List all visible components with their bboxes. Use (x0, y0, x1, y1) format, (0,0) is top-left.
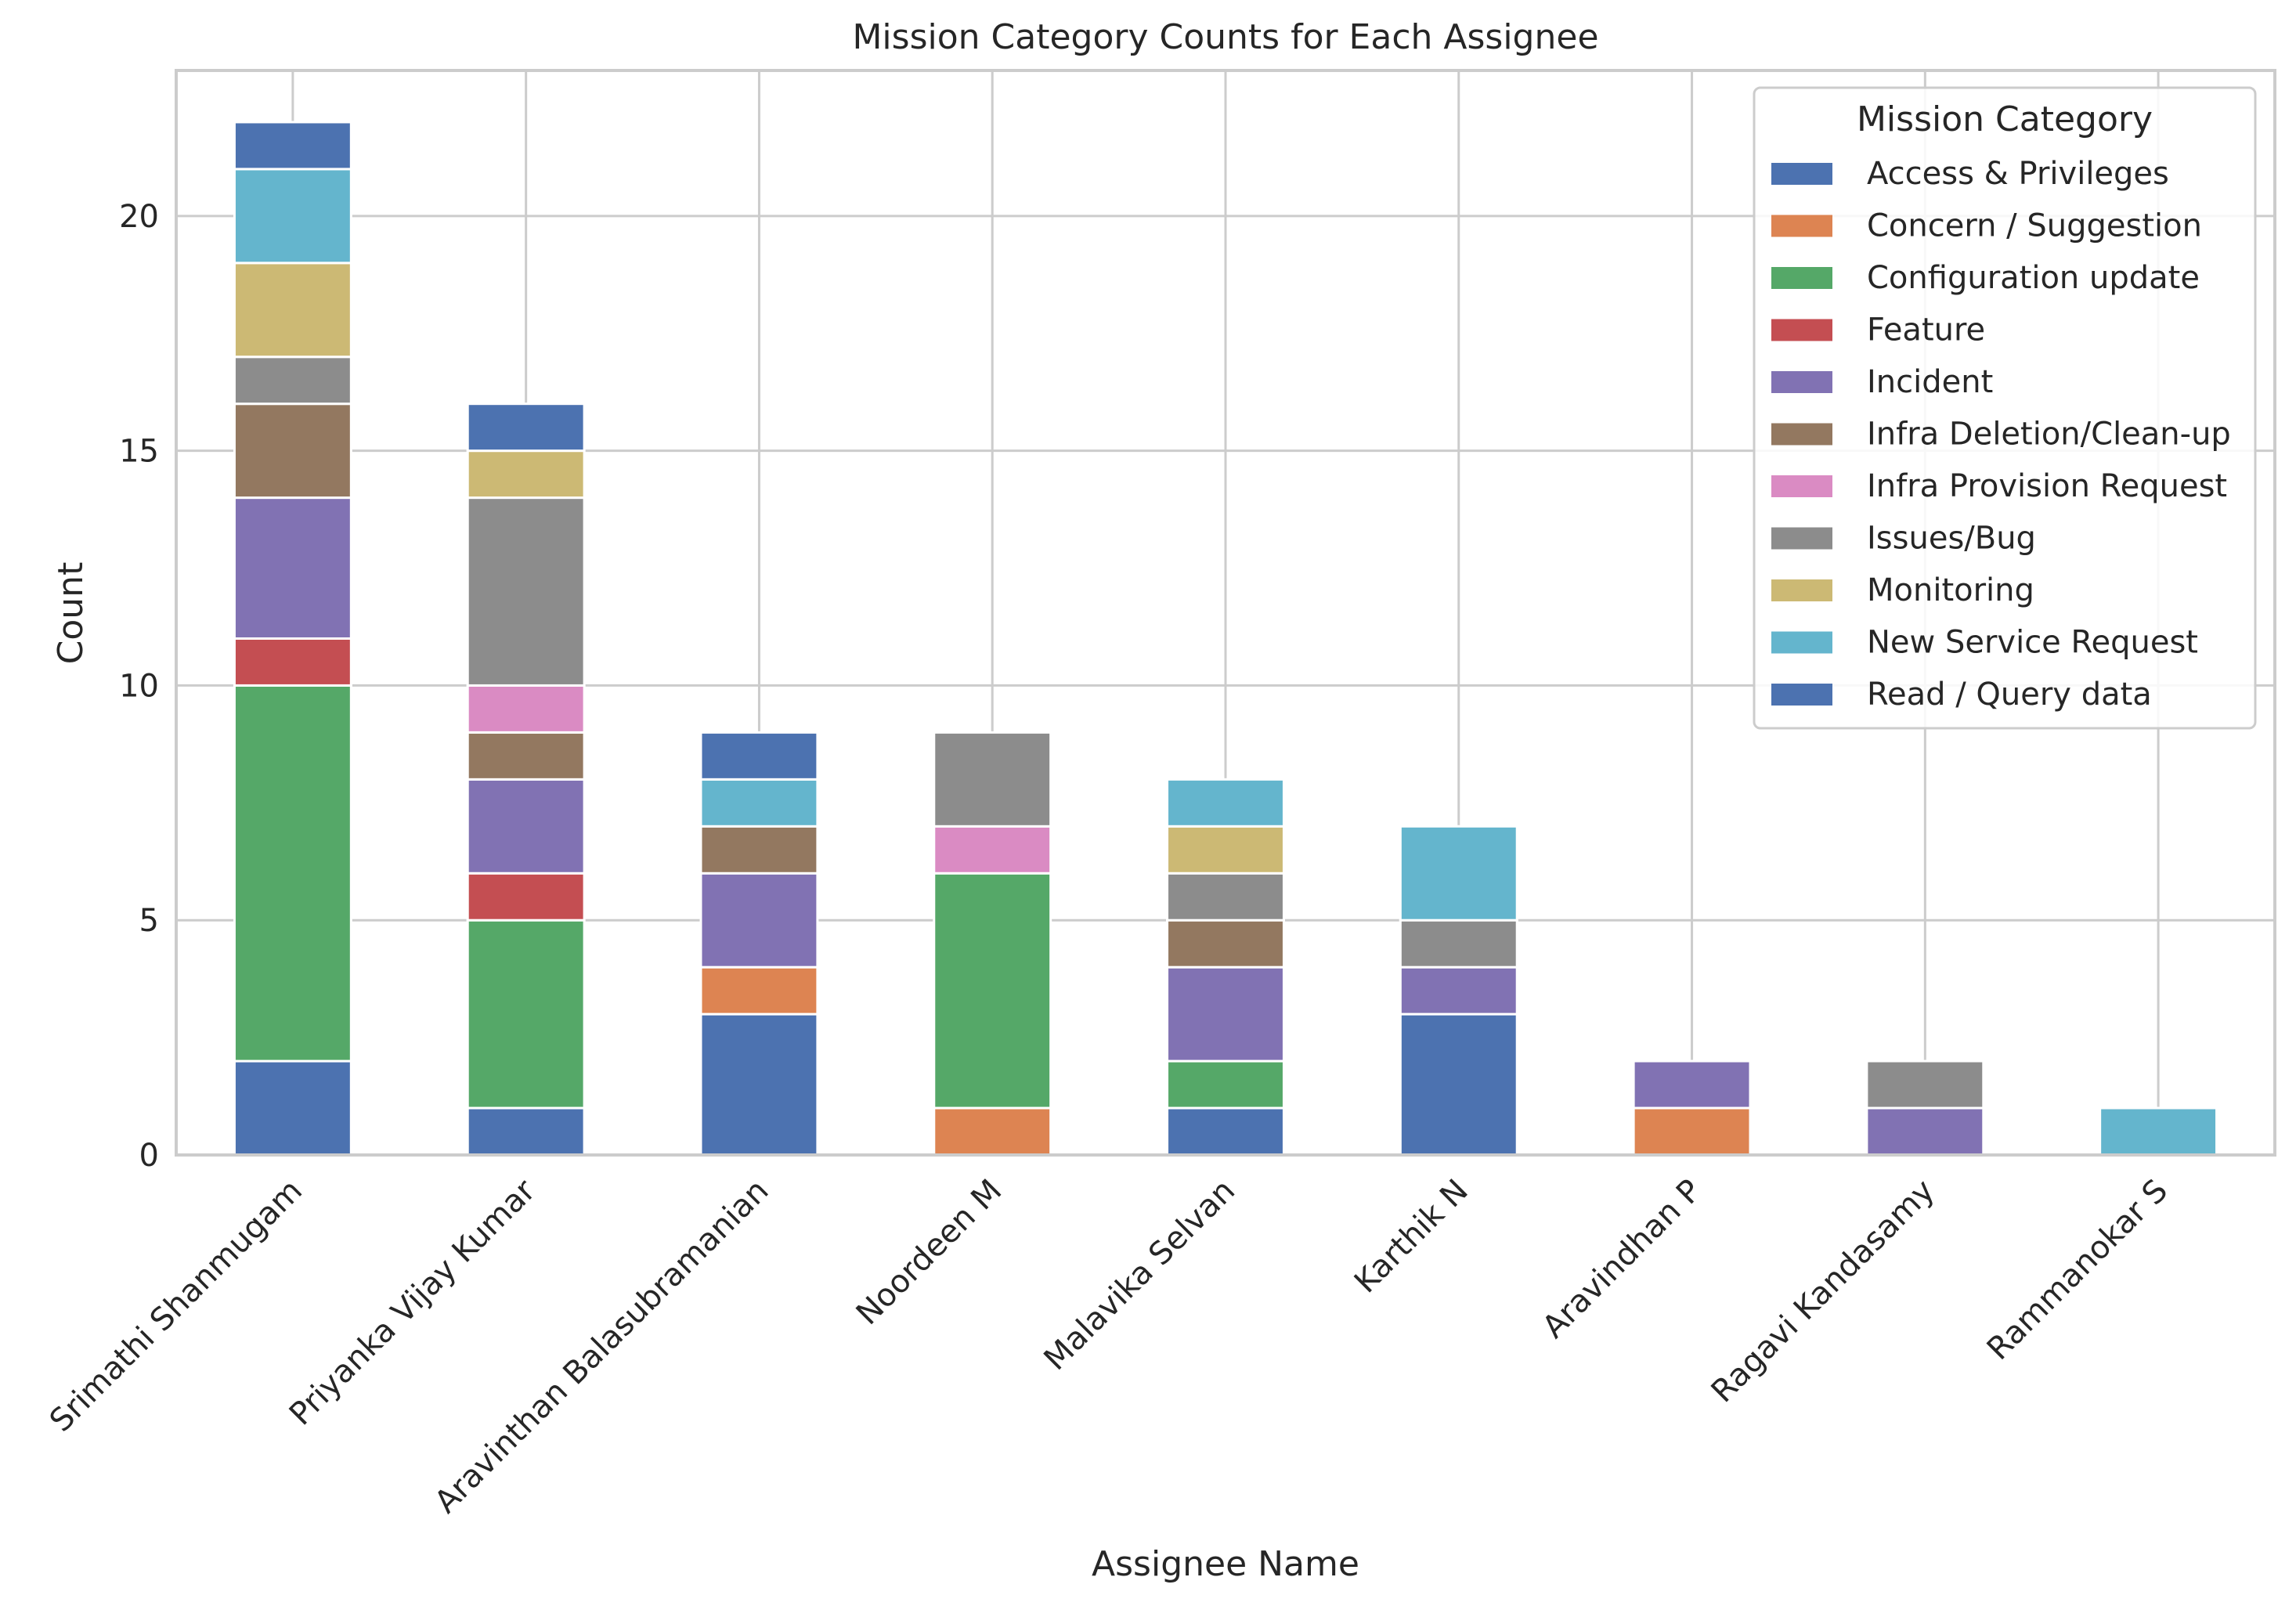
legend-entry: Concern / Suggestion (1867, 208, 2202, 244)
y-tick-label: 0 (139, 1138, 159, 1174)
legend-entry: Configuration update (1867, 260, 2200, 296)
legend-swatch (1771, 371, 1832, 393)
y-axis-ticks: 0 5 10 15 20 (119, 199, 159, 1174)
x-tick-label: Srimathi Shanmugam (43, 1173, 309, 1439)
legend-entry: Incident (1867, 364, 1993, 400)
bar-segment (1166, 1059, 1285, 1110)
legend-entry: Issues/Bug (1867, 521, 2036, 557)
legend-frame (1753, 86, 2257, 730)
bar-segment (233, 637, 352, 687)
bar-segment (233, 355, 352, 406)
bar-segment (1166, 825, 1285, 875)
legend-swatch (1771, 163, 1832, 185)
bar-segment (466, 684, 586, 734)
legend-swatch (1771, 684, 1832, 706)
legend-entry: New Service Request (1867, 625, 2198, 661)
bar-segment (699, 872, 819, 969)
bar-segment (233, 121, 352, 171)
bar-segment (466, 496, 586, 687)
bar-segment (1166, 778, 1285, 828)
bars (233, 121, 2218, 1157)
legend-entry: Monitoring (1867, 572, 2034, 608)
bar-segment (1399, 918, 1518, 969)
bar-segment (466, 872, 586, 922)
bar-segment (1632, 1059, 1752, 1110)
legend-swatch (1771, 579, 1832, 601)
bar-segment (1166, 1106, 1285, 1157)
legend-title: Mission Category (1857, 99, 2153, 139)
x-tick-label: Karthik N (1348, 1173, 1475, 1301)
x-tick-label: Aravindhan P (1536, 1173, 1709, 1346)
y-axis-label: Count (51, 562, 91, 665)
bar-segment (1865, 1059, 1985, 1110)
y-tick-label: 5 (139, 903, 159, 939)
bar-segment (933, 872, 1052, 1110)
bar-segment (1166, 965, 1285, 1063)
bar-segment (1166, 872, 1285, 922)
y-tick-label: 10 (119, 668, 159, 704)
legend-entry: Infra Provision Request (1867, 468, 2227, 504)
x-tick-label: Rammanokar S (1980, 1173, 2175, 1367)
x-tick-label: Noordeen M (850, 1173, 1009, 1333)
plot-area-frame (175, 69, 2276, 1157)
legend-swatch (1771, 215, 1832, 237)
legend: Mission Category Access & Privileges Conce… (1753, 86, 2257, 730)
legend-entry: Feature (1867, 312, 1985, 348)
bar-segment (233, 1059, 352, 1157)
bar-segment (699, 731, 819, 781)
y-tick-label: 15 (119, 434, 159, 470)
bar-segment (466, 1106, 586, 1157)
bar-segment (466, 449, 586, 500)
bar-segment (1399, 1012, 1518, 1157)
legend-swatch (1771, 527, 1832, 550)
legend-swatch (1771, 267, 1832, 289)
x-tick-label: Ragavi Kandasamy (1705, 1173, 1942, 1410)
bar-segment (1865, 1106, 1985, 1157)
bar-segment (933, 1106, 1052, 1157)
bar-segment (2099, 1106, 2218, 1157)
bar-segment (1166, 918, 1285, 969)
x-tick-label: Malavika Selvan (1038, 1173, 1242, 1377)
bar-segment (233, 168, 352, 265)
legend-swatch (1771, 319, 1832, 341)
bar-segment (466, 402, 586, 453)
bar-segment (466, 918, 586, 1110)
legend-entry: Read / Query data (1867, 677, 2152, 713)
bar-segment (233, 684, 352, 1063)
bar-segment (933, 731, 1052, 828)
bar-segment (466, 731, 586, 781)
bar-segment (233, 402, 352, 500)
bar-segment (1632, 1106, 1752, 1157)
bar-segment (699, 825, 819, 875)
legend-swatch (1771, 631, 1832, 654)
x-axis-label: Assignee Name (1092, 1544, 1359, 1584)
bar-segment (699, 1012, 819, 1157)
chart-title: Mission Category Counts for Each Assigne… (852, 17, 1598, 57)
bar-segment (233, 496, 352, 640)
legend-swatch (1771, 423, 1832, 446)
x-tick-label: Priyanka Vijay Kumar (283, 1172, 543, 1432)
bar-segment (1399, 825, 1518, 922)
bar-segment (699, 778, 819, 828)
bar-segment (1399, 965, 1518, 1016)
legend-entry: Access & Privileges (1867, 156, 2169, 192)
bar-segment (699, 965, 819, 1016)
legend-entry: Infra Deletion/Clean-up (1867, 417, 2231, 453)
bar-segment (233, 262, 352, 359)
bar-segment (466, 778, 586, 875)
legend-swatch (1771, 475, 1832, 497)
y-tick-label: 20 (119, 199, 159, 235)
bar-segment (933, 825, 1052, 875)
